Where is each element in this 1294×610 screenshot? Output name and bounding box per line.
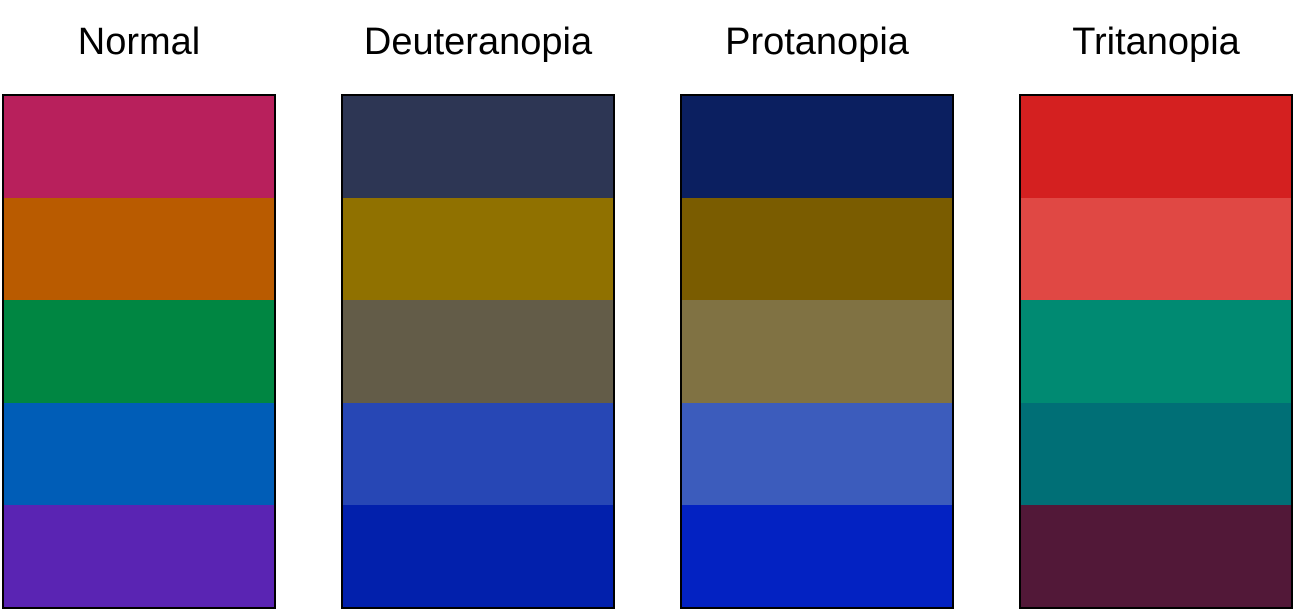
swatch-column — [2, 94, 276, 609]
panel-protanopia: Protanopia — [680, 0, 954, 610]
color-swatch — [1021, 96, 1291, 199]
color-swatch — [1021, 504, 1291, 607]
color-swatch — [682, 402, 952, 505]
color-swatch — [682, 198, 952, 301]
color-swatch — [343, 96, 613, 199]
color-swatch — [1021, 198, 1291, 301]
color-swatch — [4, 504, 274, 607]
panel-title: Tritanopia — [1072, 21, 1240, 63]
color-swatch — [4, 96, 274, 199]
color-swatch — [343, 402, 613, 505]
color-swatch — [1021, 402, 1291, 505]
swatch-column — [341, 94, 615, 609]
color-swatch — [343, 300, 613, 403]
color-swatch — [682, 504, 952, 607]
color-swatch — [4, 300, 274, 403]
color-swatch — [4, 198, 274, 301]
panel-tritanopia: Tritanopia — [1019, 0, 1293, 610]
color-swatch — [682, 96, 952, 199]
panel-normal: Normal — [2, 0, 276, 610]
panel-deuteranopia: Deuteranopia — [341, 0, 615, 610]
color-swatch — [682, 300, 952, 403]
color-swatch — [4, 402, 274, 505]
panel-title: Normal — [77, 21, 201, 63]
swatch-column — [680, 94, 954, 609]
panel-title: Deuteranopia — [363, 21, 593, 63]
panel-title: Protanopia — [725, 21, 909, 63]
swatch-column — [1019, 94, 1293, 609]
color-swatch — [1021, 300, 1291, 403]
color-swatch — [343, 504, 613, 607]
color-swatch — [343, 198, 613, 301]
